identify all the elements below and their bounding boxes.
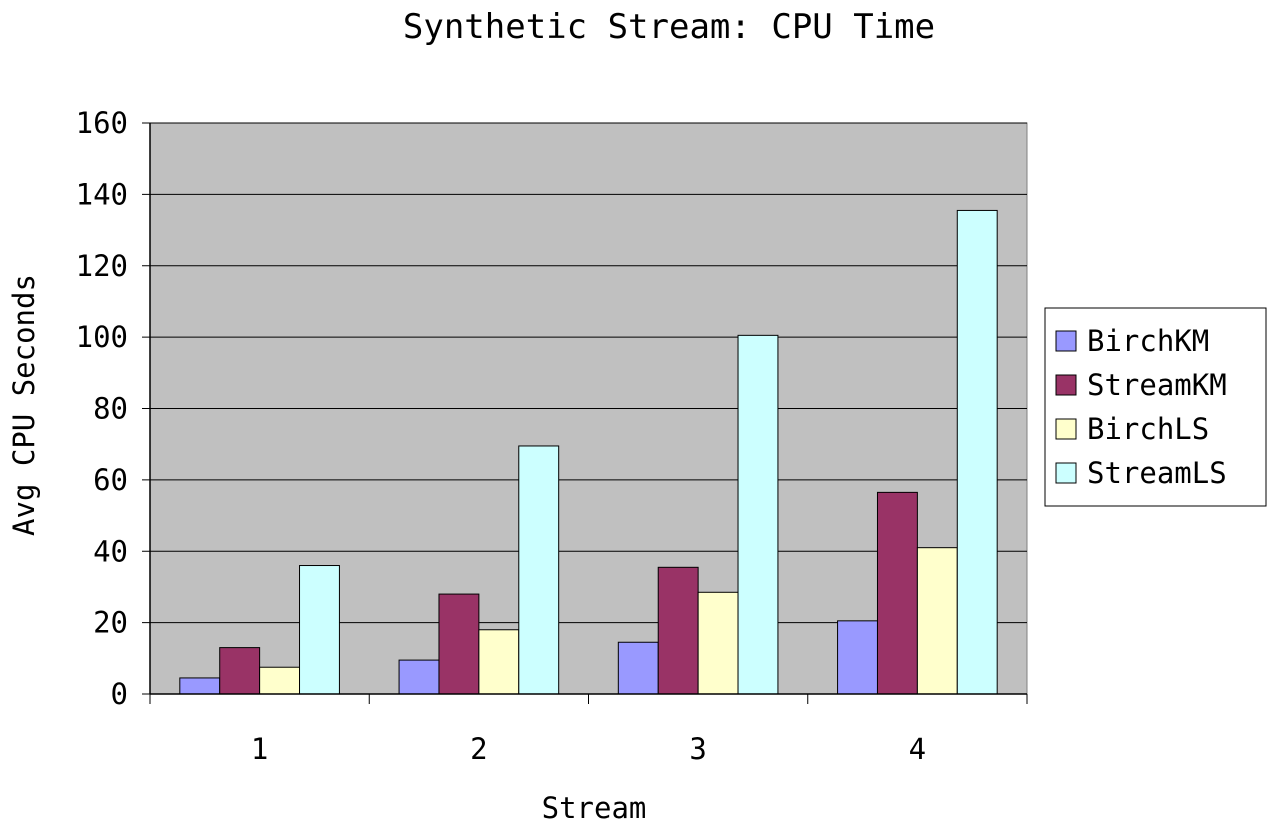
legend-swatch-streamls xyxy=(1055,462,1077,484)
bar-birchls-4 xyxy=(916,547,958,695)
y-tick-label: 0 xyxy=(111,677,128,711)
tick-labels: 0 20 40 60 80 100 120 140 160 1 2 3 4 xyxy=(76,106,927,766)
bar-streamkm-3 xyxy=(657,566,699,695)
bar-streamls-2 xyxy=(518,445,560,695)
bar-birchls-1 xyxy=(259,666,301,695)
bars xyxy=(179,209,998,695)
legend-box xyxy=(1044,307,1267,507)
legend: BirchKM StreamKM BirchLS StreamLS xyxy=(1044,307,1267,507)
x-tick-label: 3 xyxy=(689,732,706,766)
bar-streamkm-2 xyxy=(438,593,480,695)
bar-streamkm-1 xyxy=(219,647,261,695)
y-tick-label: 40 xyxy=(93,534,128,568)
bar-streamkm-4 xyxy=(876,491,918,695)
axes xyxy=(142,122,1028,704)
bar-birchkm-2 xyxy=(398,659,440,695)
legend-swatch-birchls xyxy=(1055,418,1077,440)
bar-streamls-4 xyxy=(956,209,998,695)
bar-birchls-3 xyxy=(697,591,739,695)
x-tick-label: 2 xyxy=(470,732,487,766)
x-tick-label: 4 xyxy=(909,732,926,766)
legend-swatch-streamkm xyxy=(1055,374,1077,396)
y-tick-label: 100 xyxy=(76,320,128,354)
y-axis-title: Avg CPU Seconds xyxy=(7,274,41,536)
bar-birchkm-1 xyxy=(179,677,221,695)
y-tick-label: 20 xyxy=(93,606,128,640)
y-tick-label: 120 xyxy=(76,249,128,283)
y-tick-label: 160 xyxy=(76,106,128,140)
legend-label-streamkm: StreamKM xyxy=(1087,368,1227,402)
y-tick-label: 80 xyxy=(93,392,128,426)
y-tick-label: 140 xyxy=(76,177,128,211)
bar-streamls-3 xyxy=(737,334,779,695)
y-tick-label: 60 xyxy=(93,463,128,497)
bar-birchls-2 xyxy=(478,629,520,695)
bar-birchkm-4 xyxy=(837,620,878,695)
chart-title: Synthetic Stream: CPU Time xyxy=(403,7,935,47)
legend-label-streamls: StreamLS xyxy=(1087,456,1227,490)
x-axis-title: Stream xyxy=(542,791,647,825)
legend-label-birchls: BirchLS xyxy=(1087,412,1209,446)
x-tick-label: 1 xyxy=(251,732,268,766)
bar-streamls-1 xyxy=(299,565,340,695)
bar-birchkm-3 xyxy=(617,641,659,695)
legend-label-birchkm: BirchKM xyxy=(1087,324,1209,358)
legend-swatch-birchkm xyxy=(1055,330,1077,352)
